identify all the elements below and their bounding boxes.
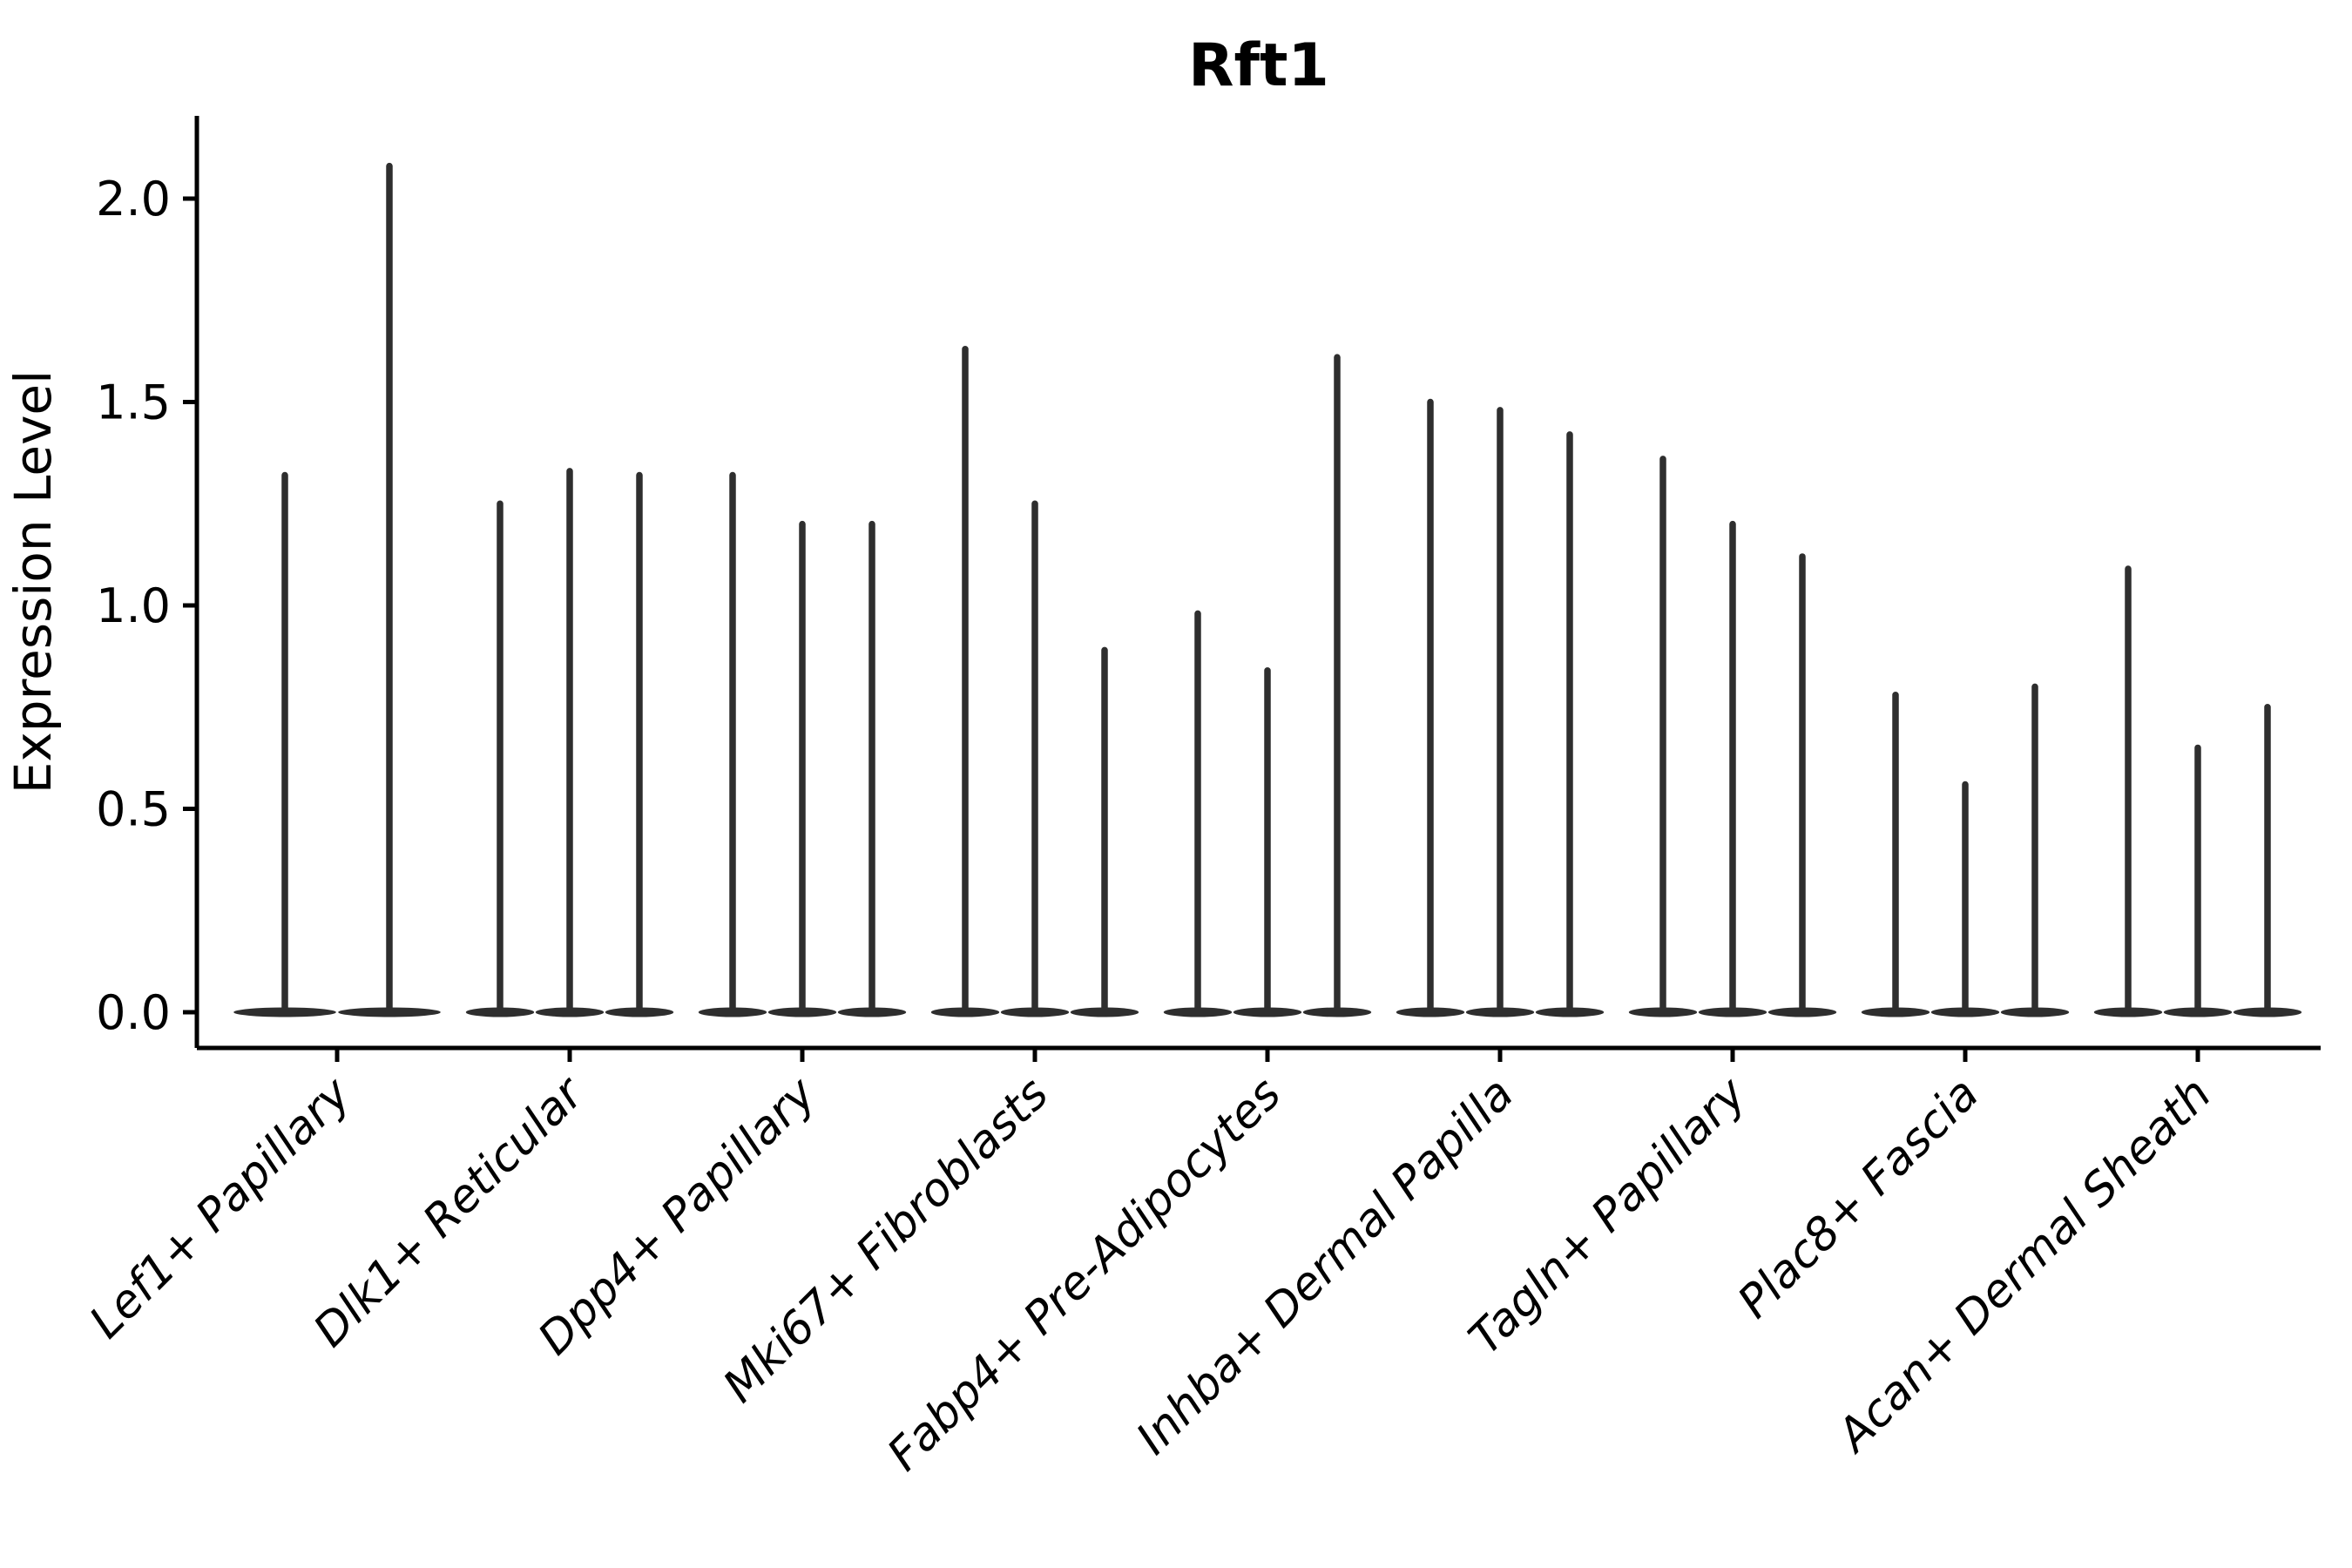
y-axis-label: Expression Level — [3, 370, 63, 794]
x-tick-label: Fabp4+ Pre-Adipocytes — [878, 1068, 1292, 1482]
x-tick-label: Inhba+ Dermal Papilla — [1126, 1068, 1524, 1465]
chart-title: Rft1 — [1188, 31, 1329, 100]
y-tick-label: 1.5 — [96, 375, 171, 430]
y-tick-label: 0.0 — [96, 985, 171, 1040]
y-tick-label: 0.5 — [96, 782, 171, 837]
axes-layer: 0.0 0.5 1.0 1.5 2.0 — [96, 116, 2321, 1062]
x-tick-label: Acan+ Dermal Sheath — [1826, 1068, 2221, 1463]
y-tick-label: 1.0 — [96, 578, 171, 633]
x-tick-label: Plac8+ Fascia — [1728, 1068, 1989, 1328]
violins-layer — [233, 162, 2302, 1017]
y-tick-label: 2.0 — [96, 172, 171, 226]
